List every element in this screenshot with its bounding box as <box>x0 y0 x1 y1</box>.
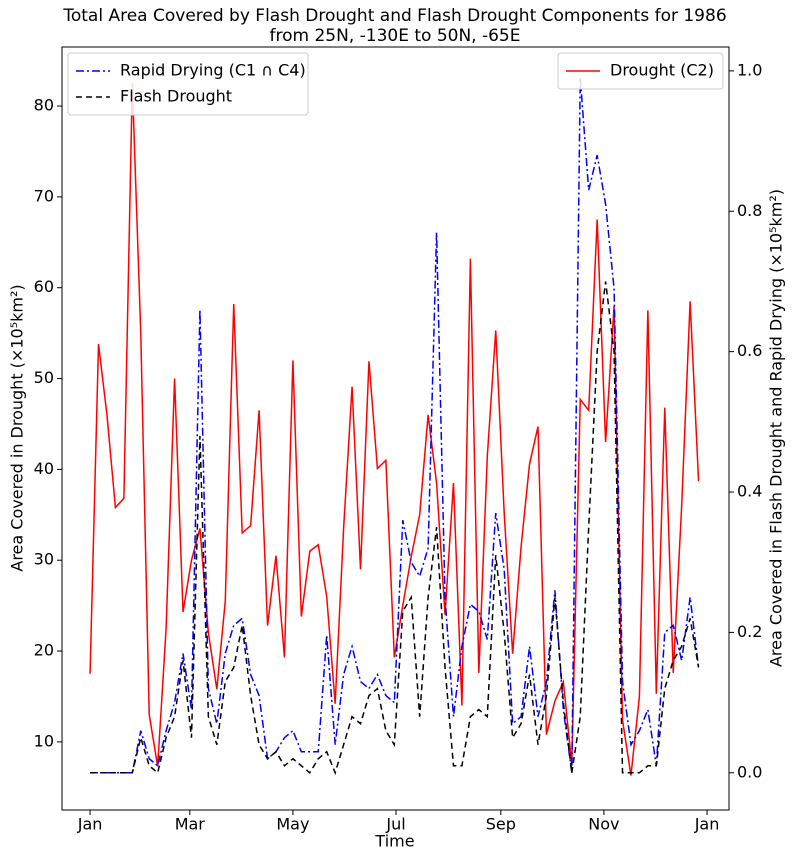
y2-tick-label: 0.6 <box>737 341 762 360</box>
y-tick-label: 40 <box>34 459 54 478</box>
y-tick-label: 30 <box>34 550 54 569</box>
x-tick-label: Mar <box>175 815 206 834</box>
series-line <box>90 281 700 776</box>
series-line <box>90 77 700 774</box>
y2-tick-label: 0.0 <box>737 762 762 781</box>
y-tick-label: 70 <box>34 186 54 205</box>
legend-label: Drought (C2) <box>610 61 714 80</box>
x-tick-label: Jan <box>694 815 720 834</box>
y2-tick-label: 0.2 <box>737 622 762 641</box>
legend-label: Rapid Drying (C1 ∩ C4) <box>120 61 306 80</box>
y2-tick-label: 1.0 <box>737 60 762 79</box>
series-line <box>89 83 700 776</box>
chart-subtitle: from 25N, -130E to 50N, -65E <box>270 26 521 46</box>
y2-tick-label: 0.4 <box>737 482 762 501</box>
y-tick-label: 50 <box>34 368 54 387</box>
y2-tick-label: 0.8 <box>737 201 762 220</box>
y-tick-label: 80 <box>34 96 54 115</box>
legend-box <box>67 52 309 116</box>
y-tick-label: 20 <box>34 641 54 660</box>
y2-axis-label: Area Covered in Flash Drought and Rapid … <box>767 189 786 667</box>
x-tick-label: Sep <box>486 815 516 834</box>
x-tick-label: Jul <box>385 815 405 834</box>
x-axis-label: Time <box>374 832 414 851</box>
y-tick-label: 10 <box>34 731 54 750</box>
chart-title: Total Area Covered by Flash Drought and … <box>62 6 726 26</box>
y-axis-label: Area Covered in Drought (×10⁵km²) <box>8 284 27 571</box>
x-tick-label: Jan <box>77 815 103 834</box>
y-tick-label: 60 <box>34 277 54 296</box>
x-tick-label: May <box>276 815 309 834</box>
x-tick-label: Nov <box>588 815 619 834</box>
legend-label: Flash Drought <box>120 87 232 106</box>
plot-frame <box>61 46 730 811</box>
legend-box <box>557 52 724 90</box>
